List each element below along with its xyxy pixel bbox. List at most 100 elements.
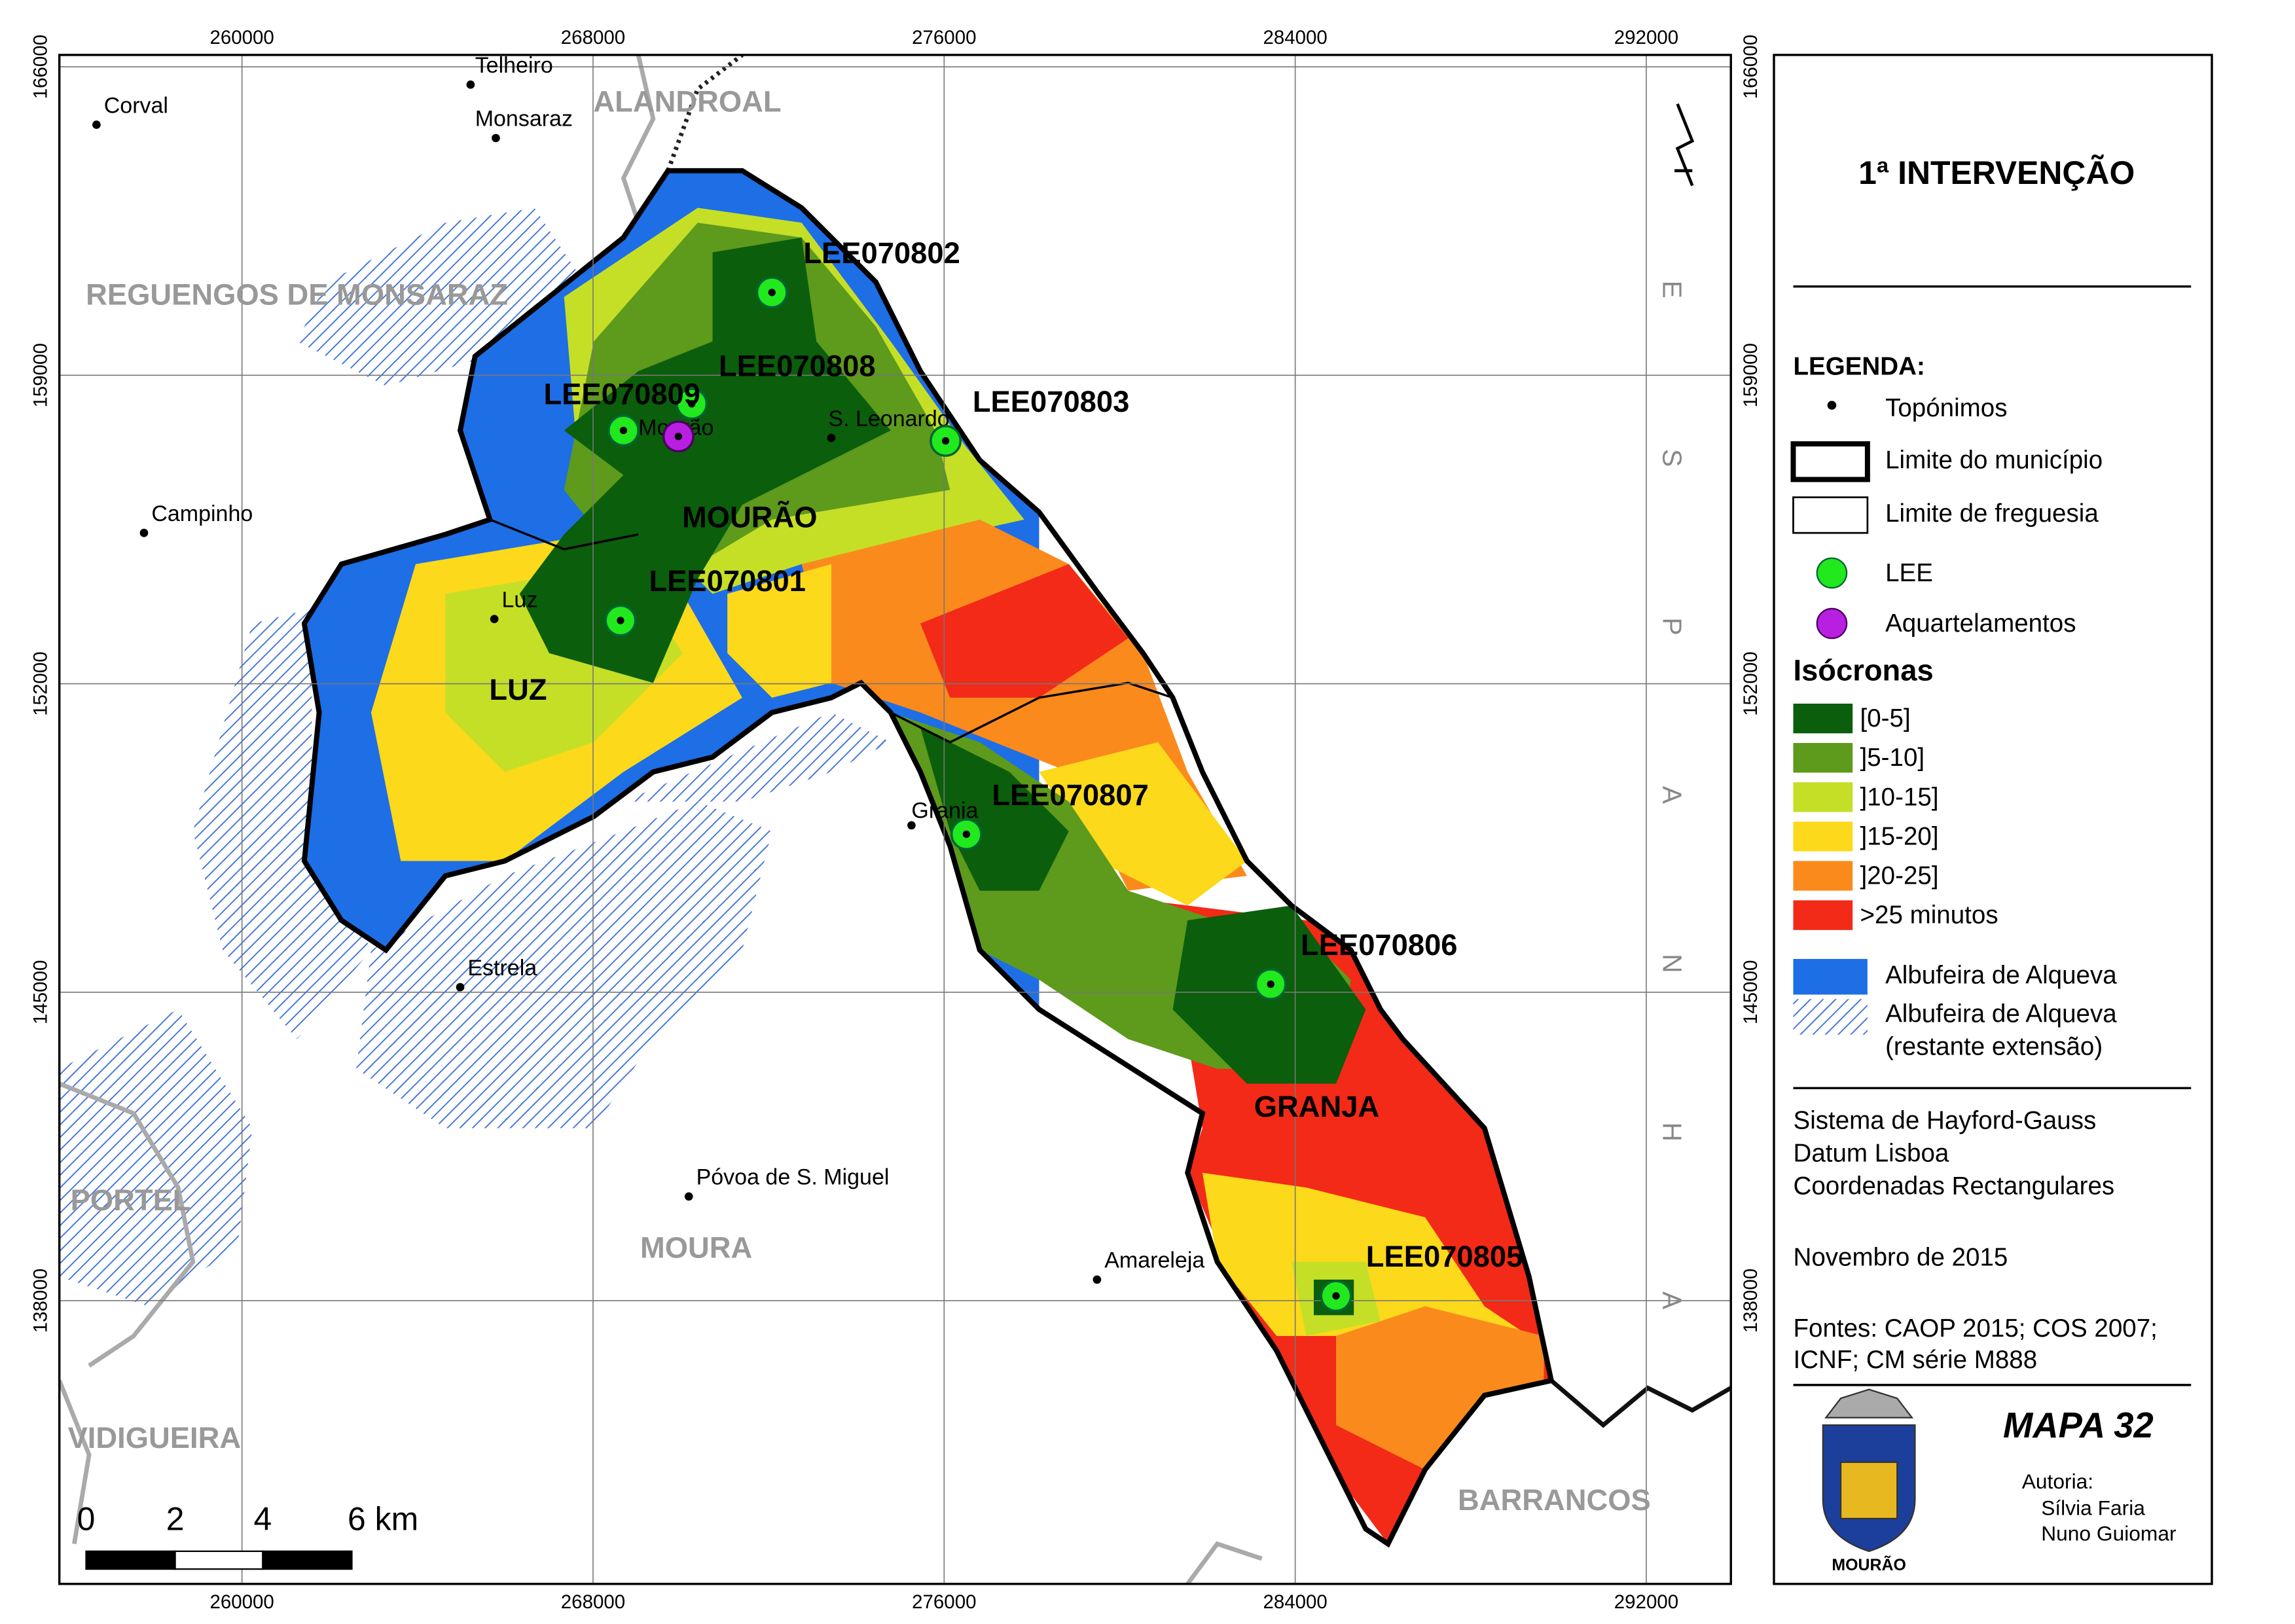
other-boundaries [59, 54, 1263, 1584]
y-coordinate-label: 152000 [29, 651, 51, 715]
legend-frame [1773, 54, 2213, 1585]
legend-label: LEE [1885, 559, 1933, 587]
legend-swatch [1793, 999, 1868, 1035]
lee-label: LEE070802 [803, 236, 960, 270]
lee-label: LEE070806 [1301, 928, 1458, 962]
country-letter: A [1657, 786, 1687, 804]
legend-swatch [1793, 703, 1853, 734]
y-coordinate-label: 152000 [1740, 651, 1762, 715]
y-coordinate-label: 159000 [1740, 343, 1762, 407]
scale-segment [262, 1550, 353, 1570]
place-dot [490, 615, 499, 624]
region-label: REGUENGOS DE MONSARAZ [86, 278, 508, 312]
overlay: CorvalTelheiroMonsarazCampinhoMourãoS. L… [68, 55, 1651, 1517]
author-name: Nuno Guiomar [2041, 1521, 2177, 1545]
place-dot [827, 433, 836, 442]
legend-symbol [1816, 557, 1848, 589]
place-label: Campinho [151, 501, 253, 526]
y-coordinate-label: 145000 [1740, 960, 1762, 1024]
map-number: MAPA 32 [2003, 1405, 2154, 1445]
region-label: VIDIGUEIRA [68, 1421, 242, 1454]
legend-swatch [1793, 861, 1853, 891]
lee-label: LEE070803 [973, 385, 1130, 418]
legend-label: ]5-10] [1860, 744, 1925, 772]
place-dot [466, 80, 475, 89]
scale-label: 2 [166, 1501, 185, 1538]
crest-label: MOURÃO [1832, 1555, 1906, 1574]
place-label: Luz [502, 587, 538, 612]
legend-label: ]15-20] [1860, 822, 1939, 850]
parish-label: LUZ [489, 673, 547, 706]
legend-swatch [1793, 782, 1853, 812]
y-coordinate-label: 166000 [1740, 35, 1762, 99]
country-letter: S [1657, 449, 1687, 467]
x-coordinate-label: 260000 [209, 27, 274, 48]
map-frame [58, 54, 1732, 1585]
lee-marker-center [1332, 1292, 1340, 1300]
x-coordinate-label: 276000 [912, 1591, 976, 1613]
lee-marker-center [1267, 980, 1274, 988]
border [1549, 1379, 1731, 1428]
country-letter: N [1657, 954, 1687, 973]
sources: Fontes: CAOP 2015; COS 2007; [1793, 1314, 2157, 1343]
legend-label: Limite de freguesia [1885, 499, 2099, 528]
x-coordinate-label: 260000 [209, 1591, 274, 1613]
legend-label: ]20-25] [1860, 861, 1939, 890]
parish-boundary [489, 518, 639, 550]
isochrone-zone [920, 564, 1129, 698]
isochrone-zone [920, 727, 1069, 891]
scale-segment [174, 1550, 264, 1570]
scale-label: 0 [77, 1501, 96, 1538]
legend-symbol [1792, 496, 1869, 534]
lee-marker-center [768, 289, 776, 297]
legend-swatch [1793, 743, 1853, 773]
grid [59, 54, 1731, 1584]
texts: 260000 260000 268000 268000 276000 276000 2840… [29, 27, 2177, 1613]
x-coordinate-label: 276000 [912, 27, 976, 48]
isochrone-zone [1336, 1306, 1544, 1470]
place-label: Amareleja [1104, 1248, 1204, 1273]
lee-label: LEE070808 [719, 349, 876, 382]
reservoir-rest [59, 208, 891, 1307]
legend-label: >25 minutos [1860, 901, 1998, 929]
place-label: Corval [104, 93, 168, 118]
lee-label: LEE070809 [543, 378, 700, 411]
lee-label: LEE070801 [649, 564, 806, 598]
projection: Datum Lisboa [1793, 1140, 1949, 1168]
lee-marker-center [688, 400, 696, 408]
lee-marker-center [619, 427, 628, 435]
isochrone-zone [1039, 742, 1247, 906]
parish-boundary [890, 681, 1174, 744]
legend-dividers [1793, 285, 2192, 1386]
region-label: MOURA [640, 1231, 752, 1264]
region-label: BARRANCOS [1458, 1483, 1651, 1517]
projection: Coordenadas Rectangulares [1793, 1172, 2114, 1200]
sources: ICNF; CM série M888 [1793, 1346, 2037, 1374]
country-letter: P [1657, 617, 1687, 635]
legend-label: Limite do município [1885, 446, 2103, 474]
lee-marker-center [941, 437, 950, 445]
y-coordinate-label: 159000 [29, 343, 51, 407]
x-coordinate-label: 268000 [561, 1591, 625, 1613]
isochrones-heading: Isócronas [1793, 653, 1933, 687]
projection: Sistema de Hayford-Gauss [1793, 1107, 2096, 1135]
scale-segment [85, 1550, 176, 1570]
scale-label: 6 km [348, 1501, 418, 1538]
y-coordinate-label: 145000 [29, 960, 51, 1024]
region-label: ALANDROAL [593, 85, 781, 118]
legend-swatch [1793, 900, 1853, 930]
place-dot [139, 528, 149, 537]
y-coordinate-label: 166000 [29, 35, 51, 99]
north-arrow [1674, 103, 1695, 187]
lee-marker-center [962, 830, 970, 839]
isochrone-zone [727, 564, 831, 698]
x-coordinate-label: 284000 [1263, 1591, 1327, 1613]
country-letter: A [1657, 1291, 1687, 1310]
legend-label: (restante extensão) [1885, 1032, 2103, 1060]
isochrone-zone [519, 237, 891, 683]
y-coordinate-label: 138000 [29, 1269, 51, 1333]
legend-swatch [1793, 821, 1853, 852]
author-name: Sílvia Faria [2041, 1496, 2145, 1520]
x-coordinate-label: 268000 [561, 27, 625, 48]
